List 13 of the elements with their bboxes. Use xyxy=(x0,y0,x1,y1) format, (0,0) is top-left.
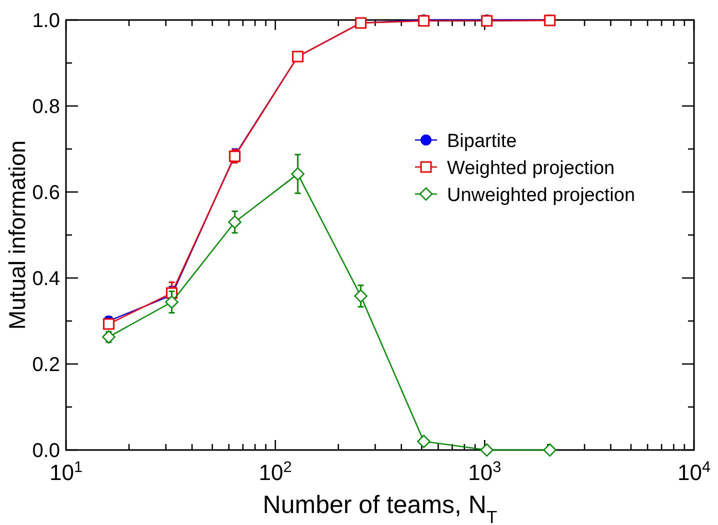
y-tick-label: 0.4 xyxy=(32,268,60,290)
legend-label: Bipartite xyxy=(447,131,517,152)
x-tick-label: 10$^{3}$ xyxy=(468,458,502,485)
y-axis-title: Mutual information xyxy=(4,140,30,330)
x-axis-title: Number of teams, N$_{T}$ xyxy=(262,491,498,525)
y-tick-label: 0.6 xyxy=(32,182,60,204)
x-tick-label: 10$^{4}$ xyxy=(677,458,711,485)
y-tick-label: 1.0 xyxy=(32,10,60,32)
x-tick-label: 10$^{2}$ xyxy=(258,458,292,485)
legend-label: Unweighted projection xyxy=(447,185,636,206)
y-tick-label: 0.8 xyxy=(32,96,60,118)
legend-label: Weighted projection xyxy=(447,158,615,179)
y-tick-label: 0.2 xyxy=(32,354,60,376)
